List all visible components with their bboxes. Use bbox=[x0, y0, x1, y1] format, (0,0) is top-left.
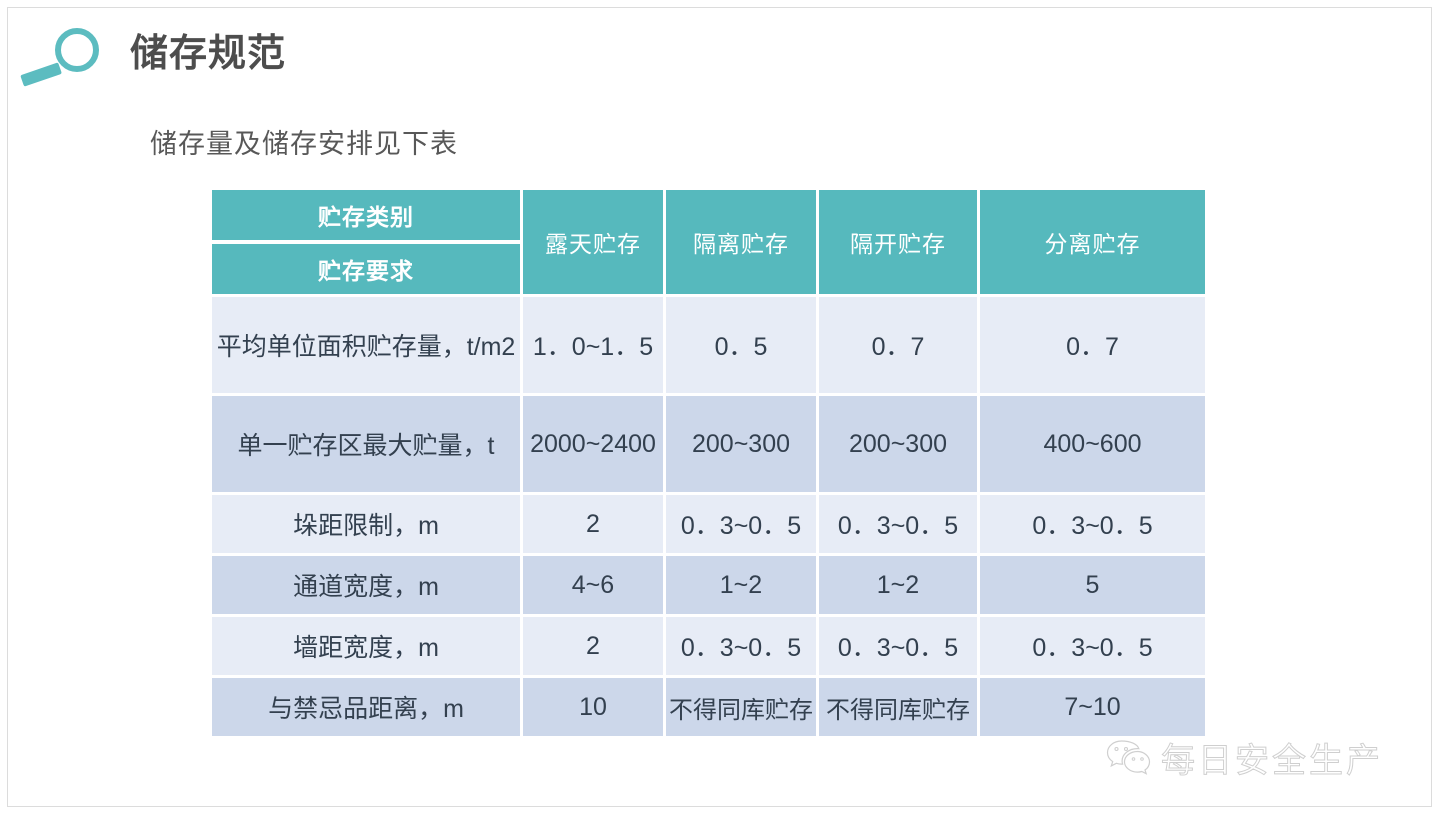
row-value: 0．5 bbox=[666, 297, 816, 393]
column-header-open-air: 露天贮存 bbox=[523, 190, 663, 294]
storage-spec-table: 贮存类别 贮存要求 露天贮存 隔离贮存 隔开贮存 分离贮存 平均单位面积贮存量，… bbox=[212, 190, 1205, 736]
row-value: 不得同库贮存 bbox=[666, 678, 816, 736]
row-value: 10 bbox=[523, 678, 663, 736]
row-value: 0．7 bbox=[819, 297, 977, 393]
table-row: 单一贮存区最大贮量，t 2000~2400 200~300 200~300 40… bbox=[212, 396, 1205, 492]
row-value: 5 bbox=[980, 556, 1205, 614]
magnifier-handle bbox=[20, 62, 62, 87]
column-header-isolated: 隔离贮存 bbox=[666, 190, 816, 294]
row-value: 200~300 bbox=[666, 396, 816, 492]
row-value: 0．3~0．5 bbox=[980, 617, 1205, 675]
row-value: 2 bbox=[523, 495, 663, 553]
row-value: 0．3~0．5 bbox=[666, 617, 816, 675]
row-value: 1．0~1．5 bbox=[523, 297, 663, 393]
column-header-partitioned: 隔开贮存 bbox=[819, 190, 977, 294]
table-row: 与禁忌品距离，m 10 不得同库贮存 不得同库贮存 7~10 bbox=[212, 678, 1205, 736]
row-value: 1~2 bbox=[666, 556, 816, 614]
row-value: 2 bbox=[523, 617, 663, 675]
row-value: 400~600 bbox=[980, 396, 1205, 492]
subtitle-text: 储存量及储存安排见下表 bbox=[150, 129, 458, 159]
row-value: 0．3~0．5 bbox=[819, 617, 977, 675]
row-label: 墙距宽度，m bbox=[212, 617, 520, 675]
table-row: 通道宽度，m 4~6 1~2 1~2 5 bbox=[212, 556, 1205, 614]
table-header-row: 贮存类别 贮存要求 露天贮存 隔离贮存 隔开贮存 分离贮存 bbox=[212, 190, 1205, 294]
row-label: 平均单位面积贮存量，t/m2 bbox=[212, 297, 520, 393]
table-row: 平均单位面积贮存量，t/m2 1．0~1．5 0．5 0．7 0．7 bbox=[212, 297, 1205, 393]
column-header-separated: 分离贮存 bbox=[980, 190, 1205, 294]
row-value: 4~6 bbox=[523, 556, 663, 614]
row-label: 垛距限制，m bbox=[212, 495, 520, 553]
row-label: 单一贮存区最大贮量，t bbox=[212, 396, 520, 492]
row-value: 0．3~0．5 bbox=[980, 495, 1205, 553]
row-value: 不得同库贮存 bbox=[819, 678, 977, 736]
row-value: 200~300 bbox=[819, 396, 977, 492]
row-value: 1~2 bbox=[819, 556, 977, 614]
wechat-icon bbox=[1106, 739, 1151, 775]
row-value: 7~10 bbox=[980, 678, 1205, 736]
row-label: 与禁忌品距离，m bbox=[212, 678, 520, 736]
corner-top-label: 贮存类别 bbox=[212, 190, 520, 240]
row-value: 2000~2400 bbox=[523, 396, 663, 492]
watermark-text: 每日安全生产 bbox=[1161, 743, 1383, 781]
table-row: 墙距宽度，m 2 0．3~0．5 0．3~0．5 0．3~0．5 bbox=[212, 617, 1205, 675]
row-value: 0．3~0．5 bbox=[819, 495, 977, 553]
table-corner-cell: 贮存类别 贮存要求 bbox=[212, 190, 520, 294]
page-title: 储存规范 bbox=[130, 33, 287, 75]
watermark: 每日安全生产 bbox=[1105, 733, 1383, 782]
magnifier-icon bbox=[12, 22, 116, 87]
page-header: 储存规范 bbox=[0, 18, 1440, 90]
table-row: 垛距限制，m 2 0．3~0．5 0．3~0．5 0．3~0．5 bbox=[212, 495, 1205, 553]
row-value: 0．3~0．5 bbox=[666, 495, 816, 553]
magnifier-ring bbox=[55, 28, 99, 72]
row-label: 通道宽度，m bbox=[212, 556, 520, 614]
row-value: 0．7 bbox=[980, 297, 1205, 393]
corner-bottom-label: 贮存要求 bbox=[212, 244, 520, 294]
